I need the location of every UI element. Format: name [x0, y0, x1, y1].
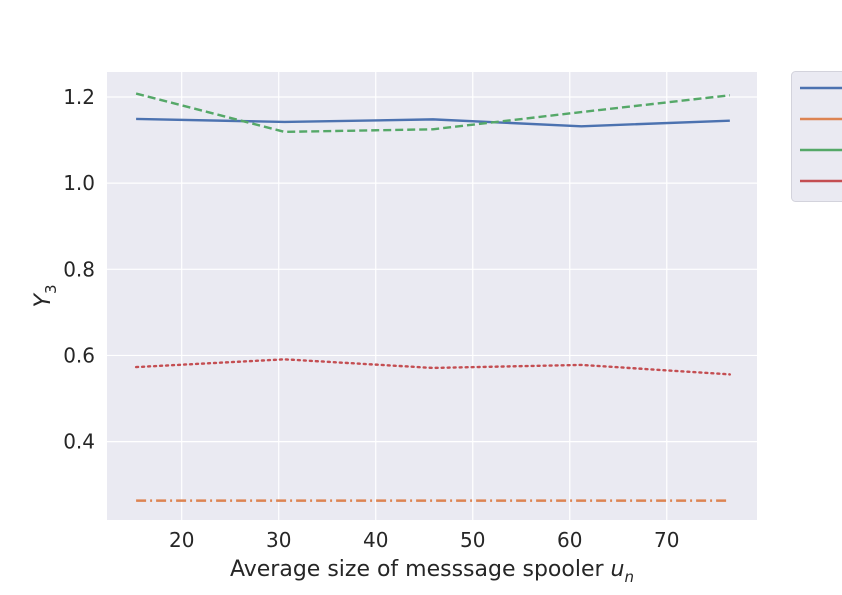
x-axis-label-subscript: n	[625, 568, 635, 586]
x-tick-label: 70	[654, 528, 679, 552]
y-tick-label: 0.8	[63, 257, 95, 281]
legend	[791, 71, 842, 202]
x-axis-label: Average size of messsage spooler un	[230, 557, 634, 586]
y-tick-label: 1.0	[63, 171, 95, 195]
y-tick-labels: 0.4 0.6 0.8 1.0 1.2	[63, 85, 95, 454]
x-tick-label: 60	[557, 528, 582, 552]
series-line-2	[135, 92, 730, 134]
y-gridlines	[107, 96, 757, 443]
y-tick-label: 0.6	[63, 343, 95, 367]
plot-area	[107, 72, 757, 520]
y-axis-label-symbol: Y	[31, 293, 56, 308]
series-line-3	[134, 358, 732, 376]
series-lines	[134, 92, 732, 502]
legend-box	[791, 71, 842, 202]
x-gridlines	[181, 72, 668, 520]
x-tick-label: 40	[363, 528, 388, 552]
y-axis-label: Y3	[31, 285, 60, 308]
x-tick-label: 50	[460, 528, 485, 552]
x-axis-label-symbol: u	[611, 557, 625, 582]
x-tick-label: 20	[169, 528, 194, 552]
x-axis-label-text: Average size of messsage spooler	[230, 557, 605, 582]
x-tick-labels: 20 30 40 50 60 70	[169, 528, 680, 552]
y-tick-label: 0.4	[63, 430, 95, 454]
series-line-0	[136, 117, 730, 128]
x-tick-label: 30	[266, 528, 291, 552]
y-tick-label: 1.2	[63, 85, 95, 109]
legend-lines	[800, 86, 842, 183]
y-axis-label-subscript: 3	[42, 285, 60, 295]
